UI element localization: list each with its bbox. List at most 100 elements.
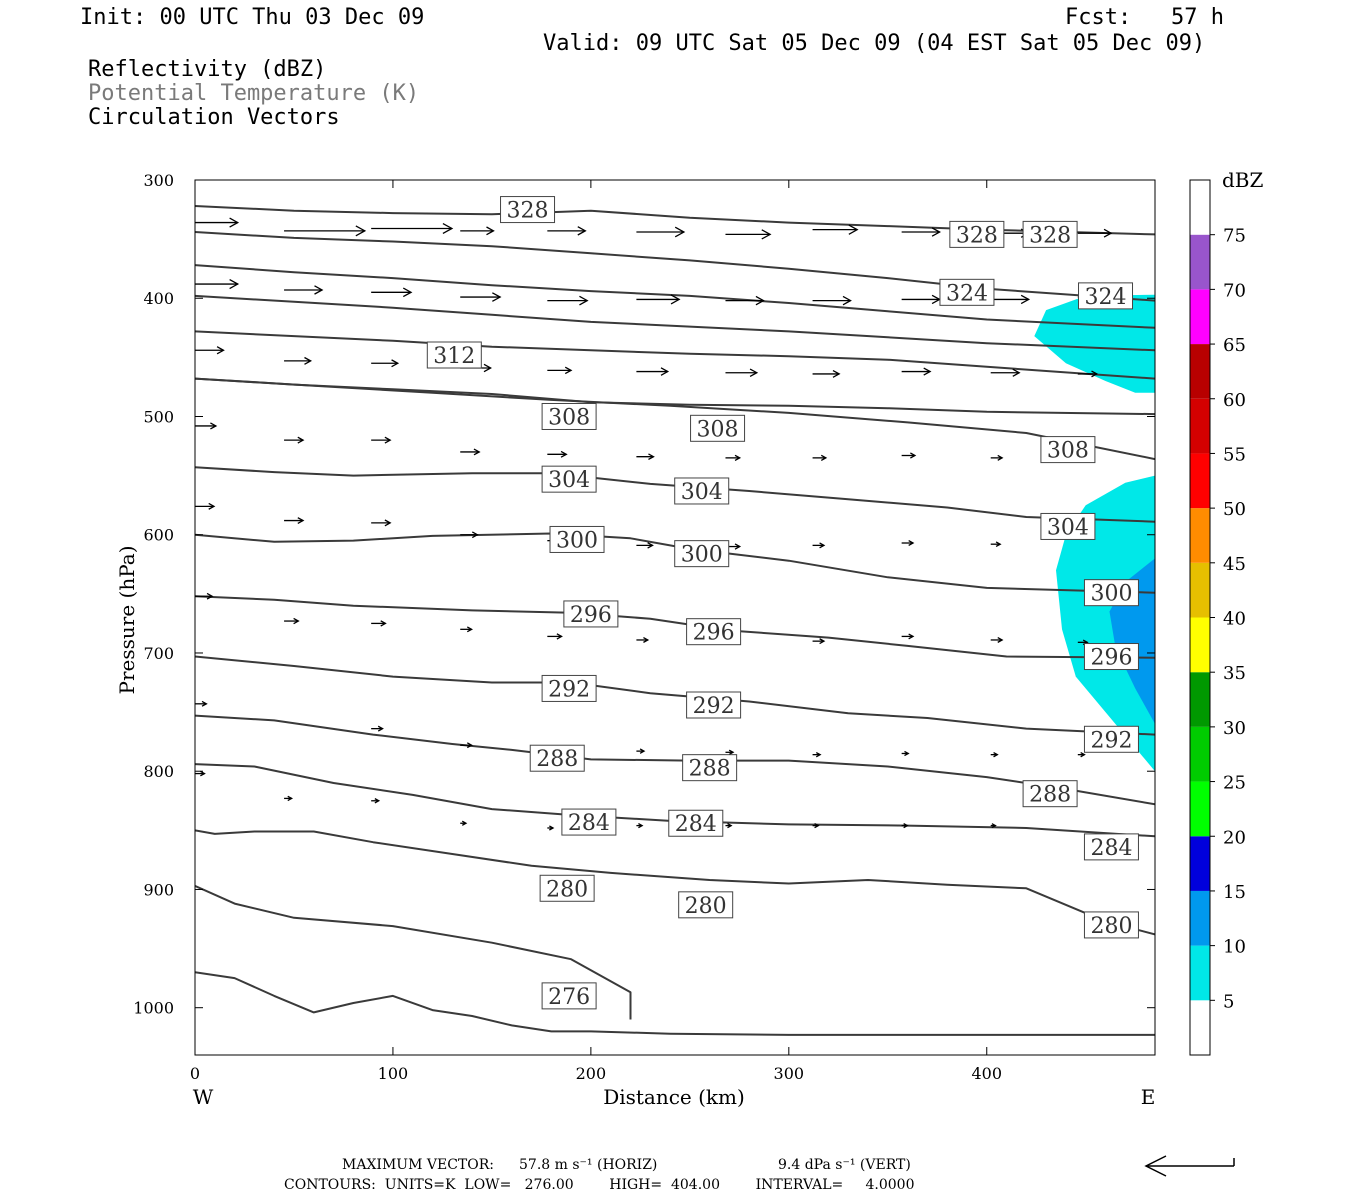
contour-label: 284 xyxy=(668,809,724,837)
y-tick-label: 400 xyxy=(143,289,174,308)
field-circulation-vectors: Circulation Vectors xyxy=(88,105,340,130)
contour-label: 284 xyxy=(1083,833,1139,861)
circulation-vector xyxy=(460,226,495,236)
colorbar-segment xyxy=(1190,344,1210,399)
contour-label: 300 xyxy=(674,540,730,568)
circulation-vector xyxy=(636,823,644,829)
circulation-vector xyxy=(990,636,1004,643)
circulation-vector xyxy=(195,422,218,430)
contour-label: 288 xyxy=(682,754,738,782)
svg-text:304: 304 xyxy=(681,480,723,505)
circulation-vector xyxy=(371,798,381,804)
svg-text:292: 292 xyxy=(693,694,735,719)
theta-contour xyxy=(195,595,1155,659)
contour-label: 288 xyxy=(529,744,585,772)
colorbar-segment xyxy=(1190,508,1210,563)
circulation-vector xyxy=(195,592,214,600)
colorbar-segment xyxy=(1190,398,1210,454)
svg-text:292: 292 xyxy=(1090,728,1132,753)
field-potential-temperature: Potential Temperature (K) xyxy=(88,81,420,106)
y-tick-label: 1000 xyxy=(133,999,174,1018)
contour-label: 304 xyxy=(541,465,597,493)
theta-contour xyxy=(195,971,1155,1036)
circulation-vector xyxy=(371,725,384,732)
colorbar-segment xyxy=(1190,617,1210,673)
circulation-vector xyxy=(812,823,820,829)
svg-text:296: 296 xyxy=(570,603,612,628)
colorbar-segment xyxy=(1190,1000,1210,1055)
circulation-vector xyxy=(725,368,759,378)
contour-label: 280 xyxy=(1083,911,1139,939)
colorbar-label: 25 xyxy=(1223,773,1246,794)
max-vector-horiz: 57.8 m s⁻¹ (HORIZ) xyxy=(519,1157,658,1173)
contour-label: 304 xyxy=(674,477,730,505)
colorbar-label: 10 xyxy=(1223,937,1246,958)
circulation-vector xyxy=(284,617,300,625)
circulation-vector xyxy=(901,294,941,305)
svg-text:296: 296 xyxy=(1090,646,1132,671)
theta-contour xyxy=(195,294,1155,352)
circulation-vector xyxy=(284,517,305,525)
circulation-vector xyxy=(284,285,324,295)
circulation-vector xyxy=(812,295,852,306)
circulation-vector xyxy=(547,633,563,640)
y-tick-label: 800 xyxy=(143,762,174,781)
reflectivity-area xyxy=(1034,294,1155,393)
colorbar-unit-label: dBZ xyxy=(1222,168,1264,192)
circulation-vector xyxy=(636,748,646,754)
circulation-vector xyxy=(284,436,305,444)
circulation-vector xyxy=(636,636,650,643)
svg-text:292: 292 xyxy=(548,677,590,702)
colorbar-label: 5 xyxy=(1223,991,1234,1012)
svg-text:324: 324 xyxy=(946,281,988,306)
theta-contour xyxy=(195,330,1155,380)
circulation-vector xyxy=(460,292,502,302)
circulation-vector xyxy=(1077,228,1113,238)
circulation-vector xyxy=(636,367,670,376)
circulation-vector xyxy=(901,227,941,237)
theta-contour xyxy=(195,829,1155,936)
svg-text:288: 288 xyxy=(1029,783,1071,808)
svg-text:296: 296 xyxy=(693,621,735,646)
contour-label: 308 xyxy=(541,402,597,430)
field-reflectivity: Reflectivity (dBZ) xyxy=(88,57,327,82)
contour-label: 324 xyxy=(1078,282,1134,310)
circulation-vector xyxy=(284,795,294,802)
colorbar-label: 75 xyxy=(1223,226,1246,247)
theta-contour xyxy=(195,377,1155,416)
circulation-vector xyxy=(371,519,392,527)
svg-text:300: 300 xyxy=(556,528,598,553)
circulation-vector xyxy=(990,752,999,758)
circulation-vector xyxy=(371,620,387,627)
colorbar-label: 45 xyxy=(1223,554,1246,575)
contour-label: 280 xyxy=(678,891,734,919)
circulation-vector xyxy=(371,359,400,368)
contour-label: 284 xyxy=(561,808,617,836)
circulation-vector xyxy=(901,823,909,829)
x-axis-title: Distance (km) xyxy=(603,1085,745,1109)
circulation-vector xyxy=(990,368,1021,377)
colorbar-label: 50 xyxy=(1223,499,1246,520)
colorbar-label: 40 xyxy=(1223,609,1246,630)
x-east-label: E xyxy=(1141,1085,1156,1109)
svg-text:280: 280 xyxy=(1090,914,1132,939)
colorbar-label: 70 xyxy=(1223,280,1246,301)
circulation-vector xyxy=(725,823,733,829)
contour-label: 300 xyxy=(1083,579,1139,607)
circulation-vector xyxy=(195,217,240,228)
contour-label: 280 xyxy=(539,874,595,902)
circulation-vector xyxy=(195,279,240,290)
svg-text:328: 328 xyxy=(507,199,549,224)
valid-time: Valid: 09 UTC Sat 05 Dec 09 (04 EST Sat … xyxy=(543,31,1206,56)
x-tick-label: 200 xyxy=(576,1064,607,1083)
theta-contour xyxy=(195,231,1155,302)
circulation-vector xyxy=(725,454,742,462)
circulation-vector xyxy=(460,531,479,539)
circulation-vector xyxy=(371,222,454,234)
svg-text:284: 284 xyxy=(675,812,717,837)
circulation-vector xyxy=(725,229,772,240)
contour-label: 308 xyxy=(690,414,746,442)
contour-label: 300 xyxy=(549,525,605,553)
svg-text:284: 284 xyxy=(568,811,610,836)
max-vector-arrow xyxy=(1144,1155,1235,1177)
